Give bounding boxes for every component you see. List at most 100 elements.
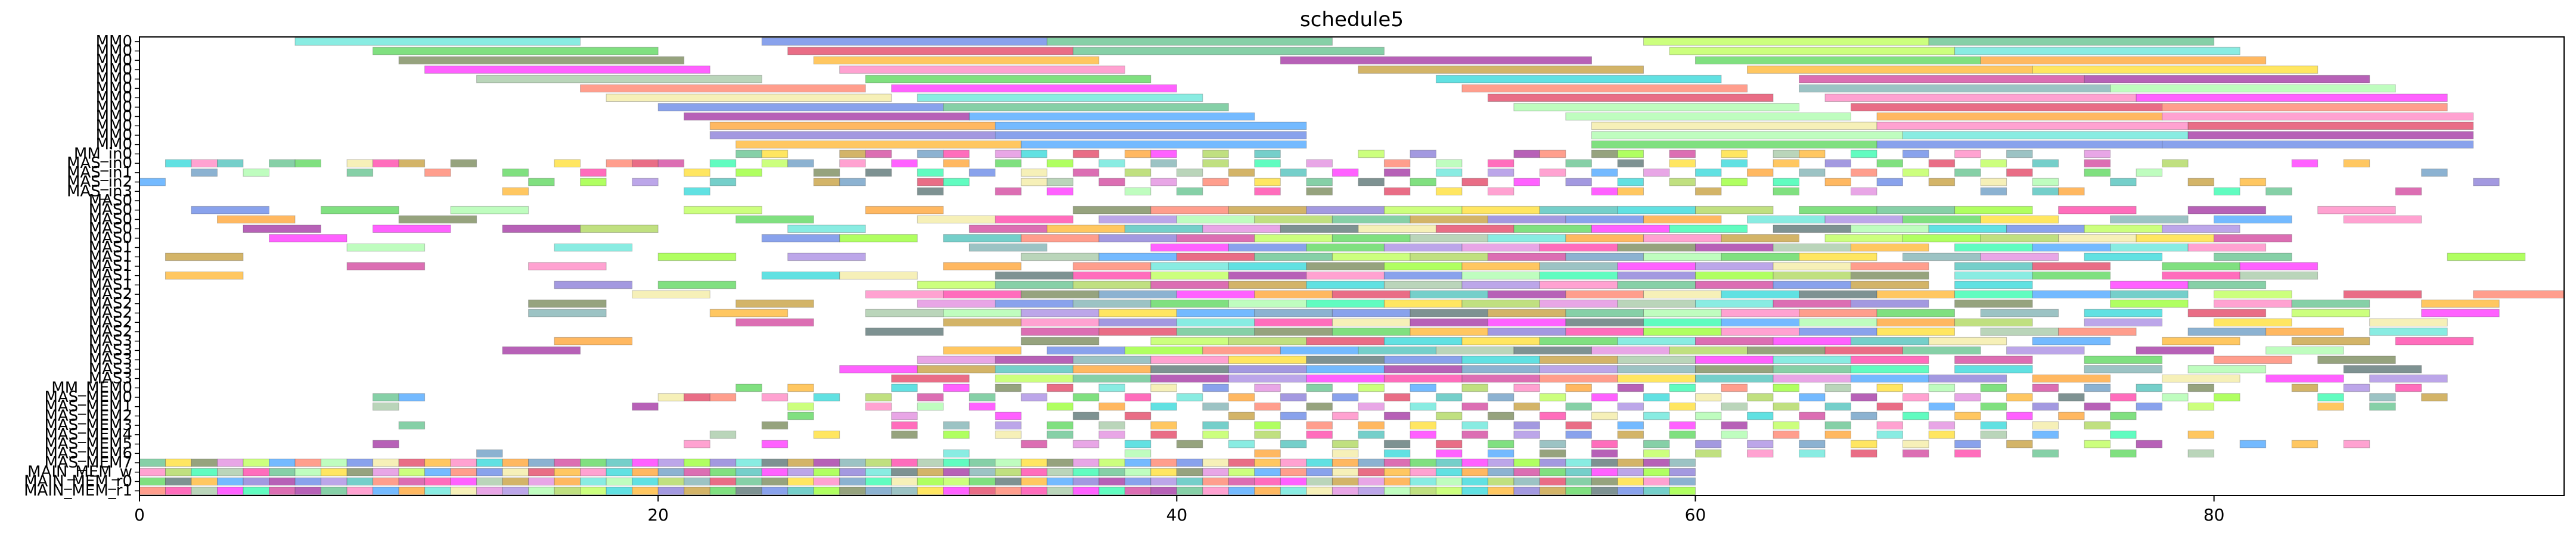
task-bar [995,131,1307,139]
task-bar [1539,449,1566,458]
y-tick-label: MAS_MEM4 [44,426,132,444]
task-bar [1150,300,1229,308]
task-bar [1383,300,1463,308]
task-bar [1176,459,1203,467]
task-bar [1513,103,1799,111]
task-bar [865,393,892,401]
task-bar [1643,477,1670,486]
task-bar [1876,290,1955,298]
task-bar [1695,365,1774,373]
task-bar [1669,477,1696,486]
task-bar [1228,205,1307,214]
task-bar [1254,149,1281,158]
task-bar [2084,149,2111,158]
task-bar [632,159,659,167]
task-bar [1669,46,1956,55]
task-bar [165,159,192,167]
y-tick-label: MAS2 [89,295,132,313]
task-bar [761,38,1048,46]
task-bar [1098,215,1177,224]
task-bar [2395,187,2422,196]
task-bar [1332,449,1359,458]
task-bar [1124,412,1152,420]
task-bar [191,487,218,496]
task-bar [1876,431,1903,439]
task-bar [2110,449,2137,458]
task-bar [1824,421,1851,430]
task-bar [917,365,996,373]
y-tick-label: MAS_MEM0 [44,388,132,406]
task-bar [1228,374,1307,383]
task-bar [1383,477,1411,486]
task-bar [1383,487,1411,496]
task-bar [398,477,426,486]
task-bar [554,459,581,467]
task-bar [1773,225,1851,233]
task-bar [839,468,866,476]
task-bar [2187,431,2215,439]
task-bar [1072,393,1100,401]
y-tick-label: MM_MEM0 [51,379,132,397]
task-bar [1332,459,1359,467]
task-bar [2395,384,2422,392]
task-bar [502,468,529,476]
task-bar [2214,253,2292,261]
task-bar [1721,318,1799,327]
task-bar [1954,300,2033,308]
task-bar [1487,169,1514,177]
task-bar [657,468,685,476]
task-bar [1306,262,1385,270]
task-bar [684,187,710,196]
task-bar [346,477,374,486]
task-bar [1280,393,1307,401]
task-bar [1902,253,1981,261]
task-bar [1487,487,1514,496]
task-bar [1072,300,1152,308]
task-bar [2110,393,2137,401]
task-bar [995,121,1307,130]
task-bar [373,440,399,448]
task-bar [1410,459,1436,467]
task-bar [1980,384,2007,392]
task-bar [450,459,477,467]
task-bar [1539,337,1618,345]
task-bar [1124,440,1152,448]
task-bar [1461,365,1540,373]
task-bar [2110,431,2137,439]
task-bar [1643,169,1670,177]
task-bar [2058,328,2137,336]
task-bar [2239,271,2319,280]
task-bar [346,169,374,177]
task-bar [294,38,581,46]
task-bar [1851,262,1929,270]
task-bar [657,253,737,261]
task-bar [1306,374,1385,383]
task-bar [813,56,1100,65]
task-bar [1254,477,1281,486]
task-bar [1047,459,1073,467]
task-bar [891,468,918,476]
task-bar [1721,431,1748,439]
task-bar [1902,215,1981,224]
task-bar [1487,393,1514,401]
task-bar [1280,346,1359,355]
task-bar [1824,215,1903,224]
task-bar [2136,94,2448,102]
task-bar [1332,253,1411,261]
task-bar [424,459,451,467]
task-bar [1980,253,2059,261]
task-bar [1902,440,1929,448]
y-tick-label: MAS0 [89,220,132,238]
task-bar [2006,169,2033,177]
y-tick-label: MAS2 [89,323,132,341]
task-bar [709,487,737,496]
task-bar [735,487,762,496]
task-bar [2032,187,2059,196]
task-bar [2187,328,2267,336]
task-bar [813,477,840,486]
task-bar [1747,169,1774,177]
task-bar [554,468,581,476]
task-bar [554,159,581,167]
task-bar [1487,477,1514,486]
task-bar [1306,356,1385,364]
